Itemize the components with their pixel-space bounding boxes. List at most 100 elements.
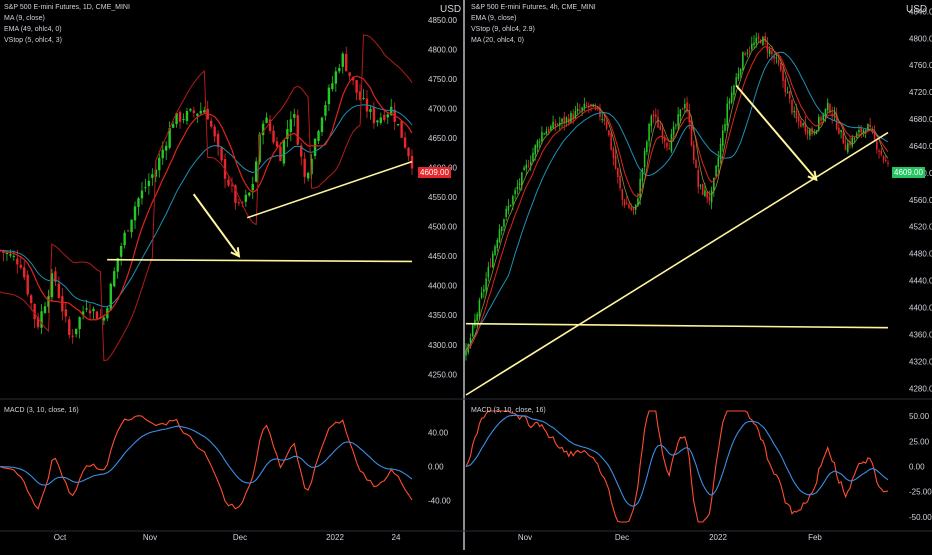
right-indicator-ma[interactable]: MA (20, ohlc4, 0)	[471, 37, 524, 44]
candle-body	[724, 124, 726, 131]
candle-body	[630, 207, 633, 210]
left-macd-label[interactable]: MACD (3, 10, close, 16)	[4, 407, 79, 414]
left-price-tick: 4850.00	[428, 16, 457, 25]
trendline-support	[465, 322, 889, 329]
candle-body	[594, 106, 597, 109]
candle-body	[849, 141, 851, 146]
candle-body	[751, 43, 753, 50]
trendline-rising	[465, 131, 889, 396]
candle-body	[192, 110, 196, 113]
candle-body	[396, 124, 400, 126]
candle-body	[78, 317, 81, 330]
left-indicator-vstop[interactable]: VStop (5, ohlc4, 3)	[4, 37, 62, 44]
candle-body	[529, 161, 532, 166]
candle-body	[688, 110, 691, 123]
candle-body	[829, 104, 831, 113]
candle-body	[677, 114, 679, 126]
candle-body	[648, 123, 650, 142]
candle-body	[545, 131, 548, 135]
right-macd-tick: -25.00	[909, 488, 932, 497]
candle-body	[739, 69, 742, 75]
left-price-tick: 4650.00	[428, 134, 457, 143]
candle-body	[585, 104, 588, 106]
right-price-tick: 4320.00	[909, 357, 932, 366]
candle-body	[583, 103, 586, 108]
candle-body	[632, 207, 635, 211]
right-indicator-vstop[interactable]: VStop (9, ohlc4, 2.9)	[471, 26, 535, 33]
candle-body	[199, 110, 203, 114]
candle-body	[737, 73, 740, 79]
right-currency: USD	[906, 4, 928, 15]
candle-body	[672, 126, 675, 135]
candle-body	[158, 157, 161, 171]
candle-body	[887, 162, 889, 164]
right-price-tick: 4480.00	[909, 250, 932, 259]
candle-body	[268, 119, 272, 131]
candle-body	[686, 102, 688, 112]
candle-body	[514, 190, 516, 195]
right-indicator-ema[interactable]: EMA (9, close)	[471, 15, 517, 22]
candle-body	[721, 130, 724, 146]
candle-body	[137, 198, 140, 207]
candle-body	[554, 123, 557, 127]
right-macd-tick: 25.00	[909, 437, 930, 446]
left-time-tick: 2022	[326, 533, 344, 542]
candle-body	[123, 232, 126, 246]
candle-body	[338, 68, 341, 72]
candle-body	[310, 158, 313, 175]
left-price-tick: 4800.00	[428, 45, 457, 54]
candle-body	[764, 36, 766, 42]
candle-body	[793, 111, 795, 113]
candle-body	[882, 156, 885, 160]
right-time-tick: Dec	[615, 533, 629, 542]
macd-signal-line	[0, 425, 413, 486]
candle-body	[726, 103, 729, 126]
right-price-tick: 4360.00	[909, 330, 932, 339]
candle-body	[791, 100, 793, 113]
candle-body	[809, 129, 811, 136]
left-price-tick: 4550.00	[428, 193, 457, 202]
candle-body	[639, 178, 641, 199]
left-price-tick: 4450.00	[428, 252, 457, 261]
candle-body	[489, 265, 492, 267]
candle-body	[570, 112, 572, 123]
left-price-tick: 4300.00	[428, 341, 457, 350]
candle-body	[29, 295, 33, 304]
right-macd-tick: -50.00	[909, 513, 932, 522]
candle-body	[227, 179, 230, 186]
right-macd-tick: 0.00	[909, 463, 925, 472]
right-price-tick: 4720.00	[909, 88, 932, 97]
left-indicator-ema[interactable]: EMA (49, ohlc4, 0)	[4, 26, 62, 33]
candle-body	[324, 105, 327, 116]
candle-body	[813, 132, 816, 134]
right-price-tick: 4680.00	[909, 115, 932, 124]
candle-body	[619, 175, 621, 189]
candle-body	[496, 239, 499, 248]
right-price-tick: 4560.00	[909, 196, 932, 205]
candle-body	[708, 196, 711, 201]
right-macd-label[interactable]: MACD (3, 10, close, 16)	[471, 407, 546, 414]
candle-body	[746, 52, 749, 54]
candle-body	[733, 85, 735, 95]
candle-body	[818, 116, 820, 131]
candle-body	[880, 150, 883, 155]
candle-body	[684, 104, 686, 109]
candle-body	[306, 172, 310, 179]
candle-body	[710, 190, 713, 203]
candle-body	[248, 192, 251, 196]
candle-body	[719, 143, 722, 159]
candle-body	[494, 246, 496, 255]
candle-body	[19, 264, 22, 268]
candle-body	[670, 133, 673, 152]
trendline-rising	[246, 160, 413, 219]
candle-body	[372, 107, 376, 124]
candle-body	[788, 91, 791, 99]
candle-body	[610, 133, 612, 150]
left-indicator-ma[interactable]: MA (9, close)	[4, 15, 45, 22]
candle-body	[742, 52, 744, 71]
candle-body	[151, 174, 154, 178]
candle-body	[64, 309, 67, 317]
candle-body	[516, 186, 519, 190]
